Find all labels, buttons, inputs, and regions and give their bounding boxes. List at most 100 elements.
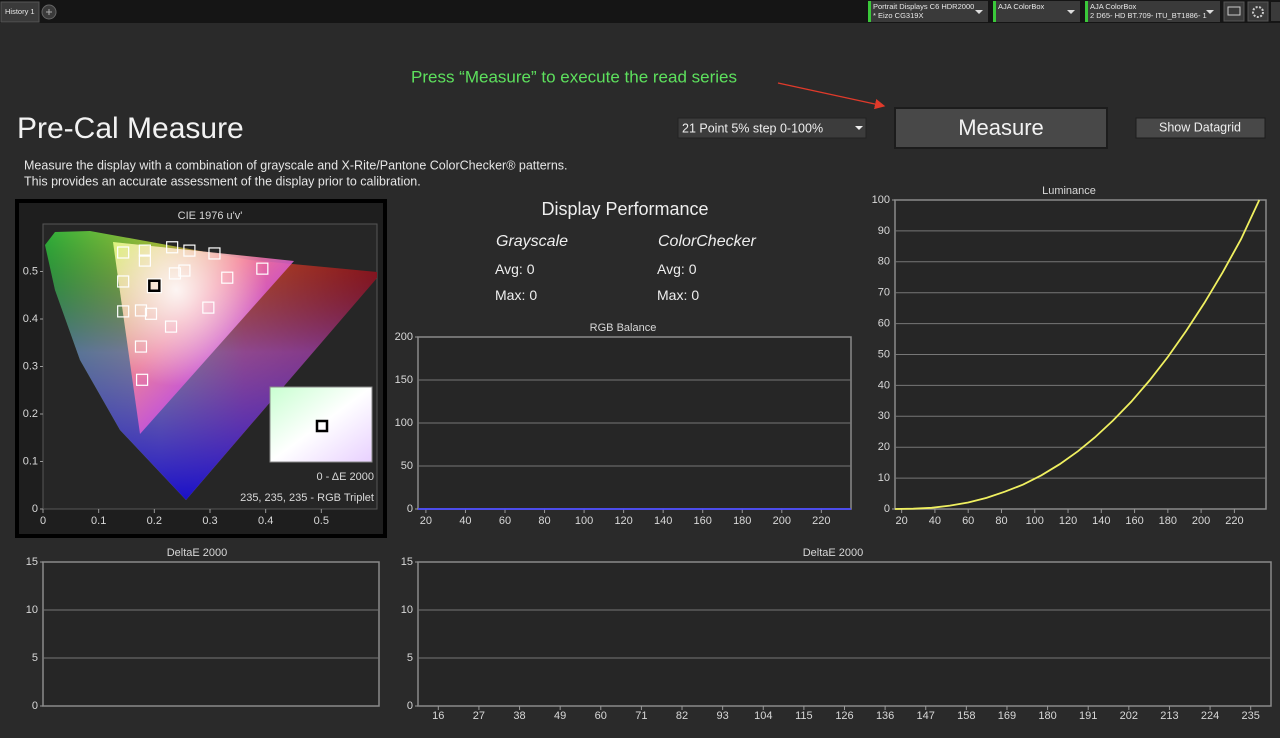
x-tick-label: 100 [1026,515,1044,527]
y-tick-label: 40 [878,379,890,391]
point [164,320,178,333]
y-tick-label: 0 [407,503,413,515]
x-tick-label: 82 [676,710,688,722]
caret [975,10,983,14]
x-tick-label: 180 [733,515,751,527]
page-title: Pre-Cal Measure [17,112,244,145]
y-tick-label: 5 [407,652,413,664]
y-tick-label: 10 [26,604,38,616]
x-tick-label: 60 [595,710,607,722]
stat: Avg: 0 [495,261,535,277]
x-tick-label: 120 [1059,515,1077,527]
y-tick-label: 20 [878,441,890,453]
point [183,244,196,257]
y-tick-label: 0 [32,700,38,712]
caret [855,126,863,130]
x-tick-label: 147 [917,710,935,722]
x-tick-label: 60 [962,515,974,527]
x-tick-label: 200 [773,515,791,527]
x-tick-label: 191 [1079,710,1097,722]
x-tick-label: 140 [1092,515,1110,527]
x-tick-label: 40 [929,515,941,527]
pattern-label: 21 Point 5% step 0-100% [682,121,823,135]
stat: Max: 0 [657,287,699,303]
x-tick-label: 104 [754,710,772,722]
description: This provides an accurate assessment of … [24,174,421,188]
measure-label: Measure [958,115,1044,140]
x-tick-label: 115 [795,710,813,722]
y-tick-label: 150 [395,374,413,386]
chart-title: RGB Balance [590,322,657,334]
x-tick-label: 40 [459,515,471,527]
measure-button[interactable] [894,107,1108,149]
x-tick-label: 160 [694,515,712,527]
x-tick-label: 0.5 [314,515,329,527]
chart-title: Luminance [1042,185,1096,197]
device-line: Portrait Displays C6 HDR2000 [873,2,974,11]
status [1085,1,1088,22]
x-tick-label: 140 [654,515,672,527]
y-tick-label: 50 [401,460,413,472]
hint-arrow [777,82,886,110]
point [168,267,182,280]
plot-area [417,561,1272,707]
add-icon [46,9,52,15]
x-tick-label: 120 [614,515,632,527]
y-tick-label: 0.1 [23,455,38,467]
status [993,1,996,22]
chart-title: CIE 1976 u'v' [178,210,243,222]
point [208,247,221,260]
point [166,241,179,254]
stat: Avg: 0 [657,261,697,277]
datagrid-button[interactable] [1135,117,1266,139]
x-tick-label: 213 [1160,710,1178,722]
device-dropdown[interactable] [868,1,988,22]
point [221,271,234,284]
y-tick-label: 0 [32,503,38,515]
x-tick-label: 136 [876,710,894,722]
device-dropdown[interactable] [993,1,1080,22]
y-tick-label: 30 [878,410,890,422]
x-tick-label: 27 [473,710,485,722]
x-tick-label: 0 [40,515,46,527]
display-button[interactable] [1223,1,1245,22]
settings-button[interactable] [1247,1,1269,22]
column-title: ColorChecker [658,233,756,250]
device-line: 2 D65- HD BT.709- ITU_BT1886- 1 [1090,11,1207,20]
point [117,246,130,259]
device-line: AJA ColorBox [998,2,1045,11]
x-tick-label: 93 [717,710,729,722]
y-tick-label: 5 [32,652,38,664]
device-line: AJA ColorBox [1090,2,1137,11]
x-tick-label: 20 [896,515,908,527]
y-tick-label: 200 [395,331,413,343]
tab-label: History 1 [5,7,35,16]
tab[interactable] [0,1,40,23]
device-dropdown[interactable] [1085,1,1220,22]
x-tick-label: 0.2 [147,515,162,527]
description: Measure the display with a combination o… [24,158,568,172]
datagrid-label: Show Datagrid [1159,120,1241,134]
performance-title: Display Performance [541,199,708,219]
y-tick-label: 10 [401,604,413,616]
x-tick-label: 200 [1192,515,1210,527]
x-tick-label: 0.1 [91,515,106,527]
pattern-dropdown[interactable] [677,117,867,139]
y-tick-label: 0.5 [23,265,38,277]
y-tick-label: 0 [407,700,413,712]
y-tick-label: 15 [26,556,38,568]
y-tick-label: 0.3 [23,360,38,372]
current-point [148,279,161,292]
overflow-button[interactable] [1271,2,1280,21]
point [134,340,148,353]
x-tick-label: 0.3 [202,515,217,527]
x-tick-label: 80 [995,515,1007,527]
x-tick-label: 0.4 [258,515,273,527]
x-tick-label: 20 [420,515,432,527]
y-tick-label: 0.2 [23,408,38,420]
x-tick-label: 126 [835,710,853,722]
point [135,373,149,386]
x-tick-label: 202 [1120,710,1138,722]
x-tick-label: 38 [513,710,525,722]
